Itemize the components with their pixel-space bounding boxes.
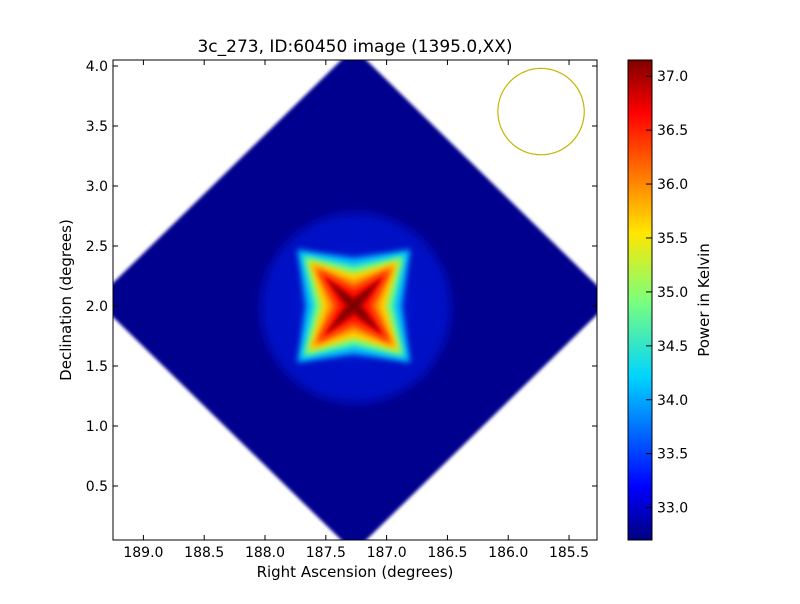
y-tick-label: 1.5: [86, 359, 108, 375]
colorbar-tick-label: 35.5: [657, 231, 688, 247]
x-tick-label: 188.0: [245, 545, 285, 561]
x-tick-label: 188.5: [184, 545, 224, 561]
x-tick-label: 187.5: [306, 545, 346, 561]
colorbar-tick-label: 36.5: [657, 123, 688, 139]
colorbar-tick-label: 33.0: [657, 501, 688, 517]
x-tick-label: 186.5: [427, 545, 467, 561]
x-axis-label: Right Ascension (degrees): [257, 563, 454, 581]
x-tick-label: 186.0: [488, 545, 528, 561]
x-axis: 189.0 188.5 188.0 187.5 187.0 186.5 186.0 185.5: [123, 60, 589, 561]
beam-circle: [497, 67, 585, 156]
colorbar-tick-label: 34.0: [657, 393, 688, 409]
x-tick-label: 187.0: [367, 545, 407, 561]
y-tick-label: 2.0: [86, 299, 108, 315]
source-core: [334, 286, 374, 326]
colorbar-tick-label: 35.0: [657, 285, 688, 301]
plot-frame: [112, 59, 598, 541]
y-axis: 0.5 1.0 1.5 2.0 2.5 3.0 3.5 4.0: [86, 59, 597, 495]
colorbar-tick-label: 36.0: [657, 177, 688, 193]
heatmap-image: [113, 60, 597, 540]
y-tick-label: 0.5: [86, 479, 108, 495]
colorbar-tick-label: 37.0: [657, 69, 688, 85]
colorbar-tick-label: 34.5: [657, 339, 688, 355]
x-tick-label: 185.5: [549, 545, 589, 561]
y-tick-label: 3.5: [86, 119, 108, 135]
colorbar-ticks: 33.0 33.5 34.0 34.5 35.0 35.5 36.0 36.5 37.0: [646, 69, 688, 517]
y-tick-label: 1.0: [86, 419, 108, 435]
y-tick-label: 3.0: [86, 179, 108, 195]
colorbar-label: Power in Kelvin: [695, 243, 713, 357]
colorbar-tick-label: 33.5: [657, 447, 688, 463]
colorbar: [627, 59, 653, 541]
chart-title: 3c_273, ID:60450 image (1395.0,XX): [197, 37, 512, 57]
y-axis-label: Declination (degrees): [57, 219, 75, 381]
x-tick-label: 189.0: [123, 545, 163, 561]
y-tick-label: 2.5: [86, 239, 108, 255]
y-tick-label: 4.0: [86, 59, 108, 75]
